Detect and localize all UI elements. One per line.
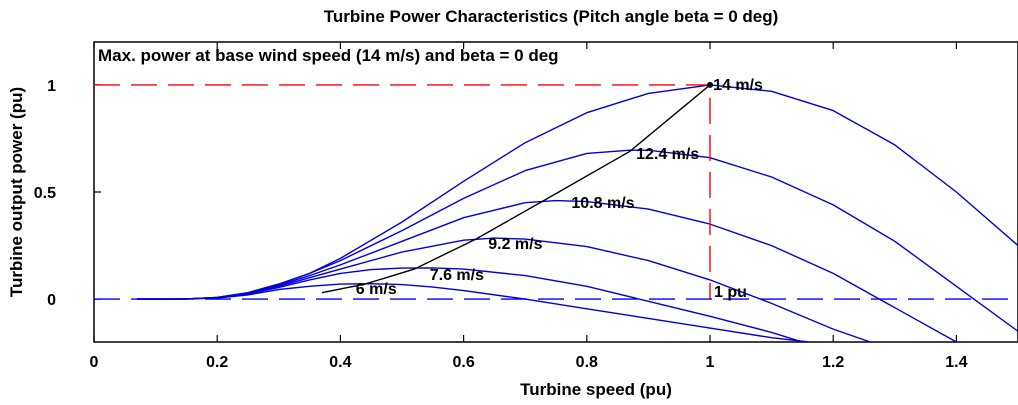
x-tick-label: 0.4	[329, 354, 351, 371]
curve-label: 6 m/s	[356, 281, 397, 298]
max-power-point	[707, 81, 713, 88]
x-axis-label: Turbine speed (pu)	[520, 380, 672, 399]
y-axis-label: Turbine output power (pu)	[7, 87, 26, 297]
power-curve	[137, 84, 1018, 300]
axis-ticks: 0 0.2 0.4 0.6 0.8 1 1.2 1.4 0 0.5 1	[34, 42, 968, 371]
x-tick-label: 1.4	[945, 354, 967, 371]
x-tick-label: 0.8	[576, 354, 598, 371]
x-tick-label: 0	[90, 354, 99, 371]
annotation-max-power: Max. power at base wind speed (14 m/s) a…	[98, 46, 559, 65]
point-label-1pu: 1 pu	[714, 284, 747, 301]
chart-title: Turbine Power Characteristics (Pitch ang…	[324, 7, 779, 26]
curve-label: 12.4 m/s	[636, 146, 699, 163]
x-tick-label: 0.2	[206, 354, 228, 371]
y-tick-label: 0	[47, 292, 56, 309]
curves	[94, 81, 1018, 342]
x-tick-label: 1	[706, 354, 715, 371]
curve-label: 10.8 m/s	[571, 195, 634, 212]
curve-labels: 6 m/s 7.6 m/s9.2 m/s 10.8 m/s 12.4 m/s 14 m/…	[356, 77, 763, 298]
x-tick-label: 0.6	[452, 354, 474, 371]
y-tick-label: 1	[47, 78, 56, 95]
curve-label: 9.2 m/s	[488, 236, 542, 253]
x-tick-label: 1.2	[822, 354, 844, 371]
curve-label: 7.6 m/s	[430, 267, 484, 284]
max-power-locus	[321, 84, 711, 294]
curve-label: 14 m/s	[713, 77, 763, 94]
y-tick-label: 0.5	[34, 185, 56, 202]
